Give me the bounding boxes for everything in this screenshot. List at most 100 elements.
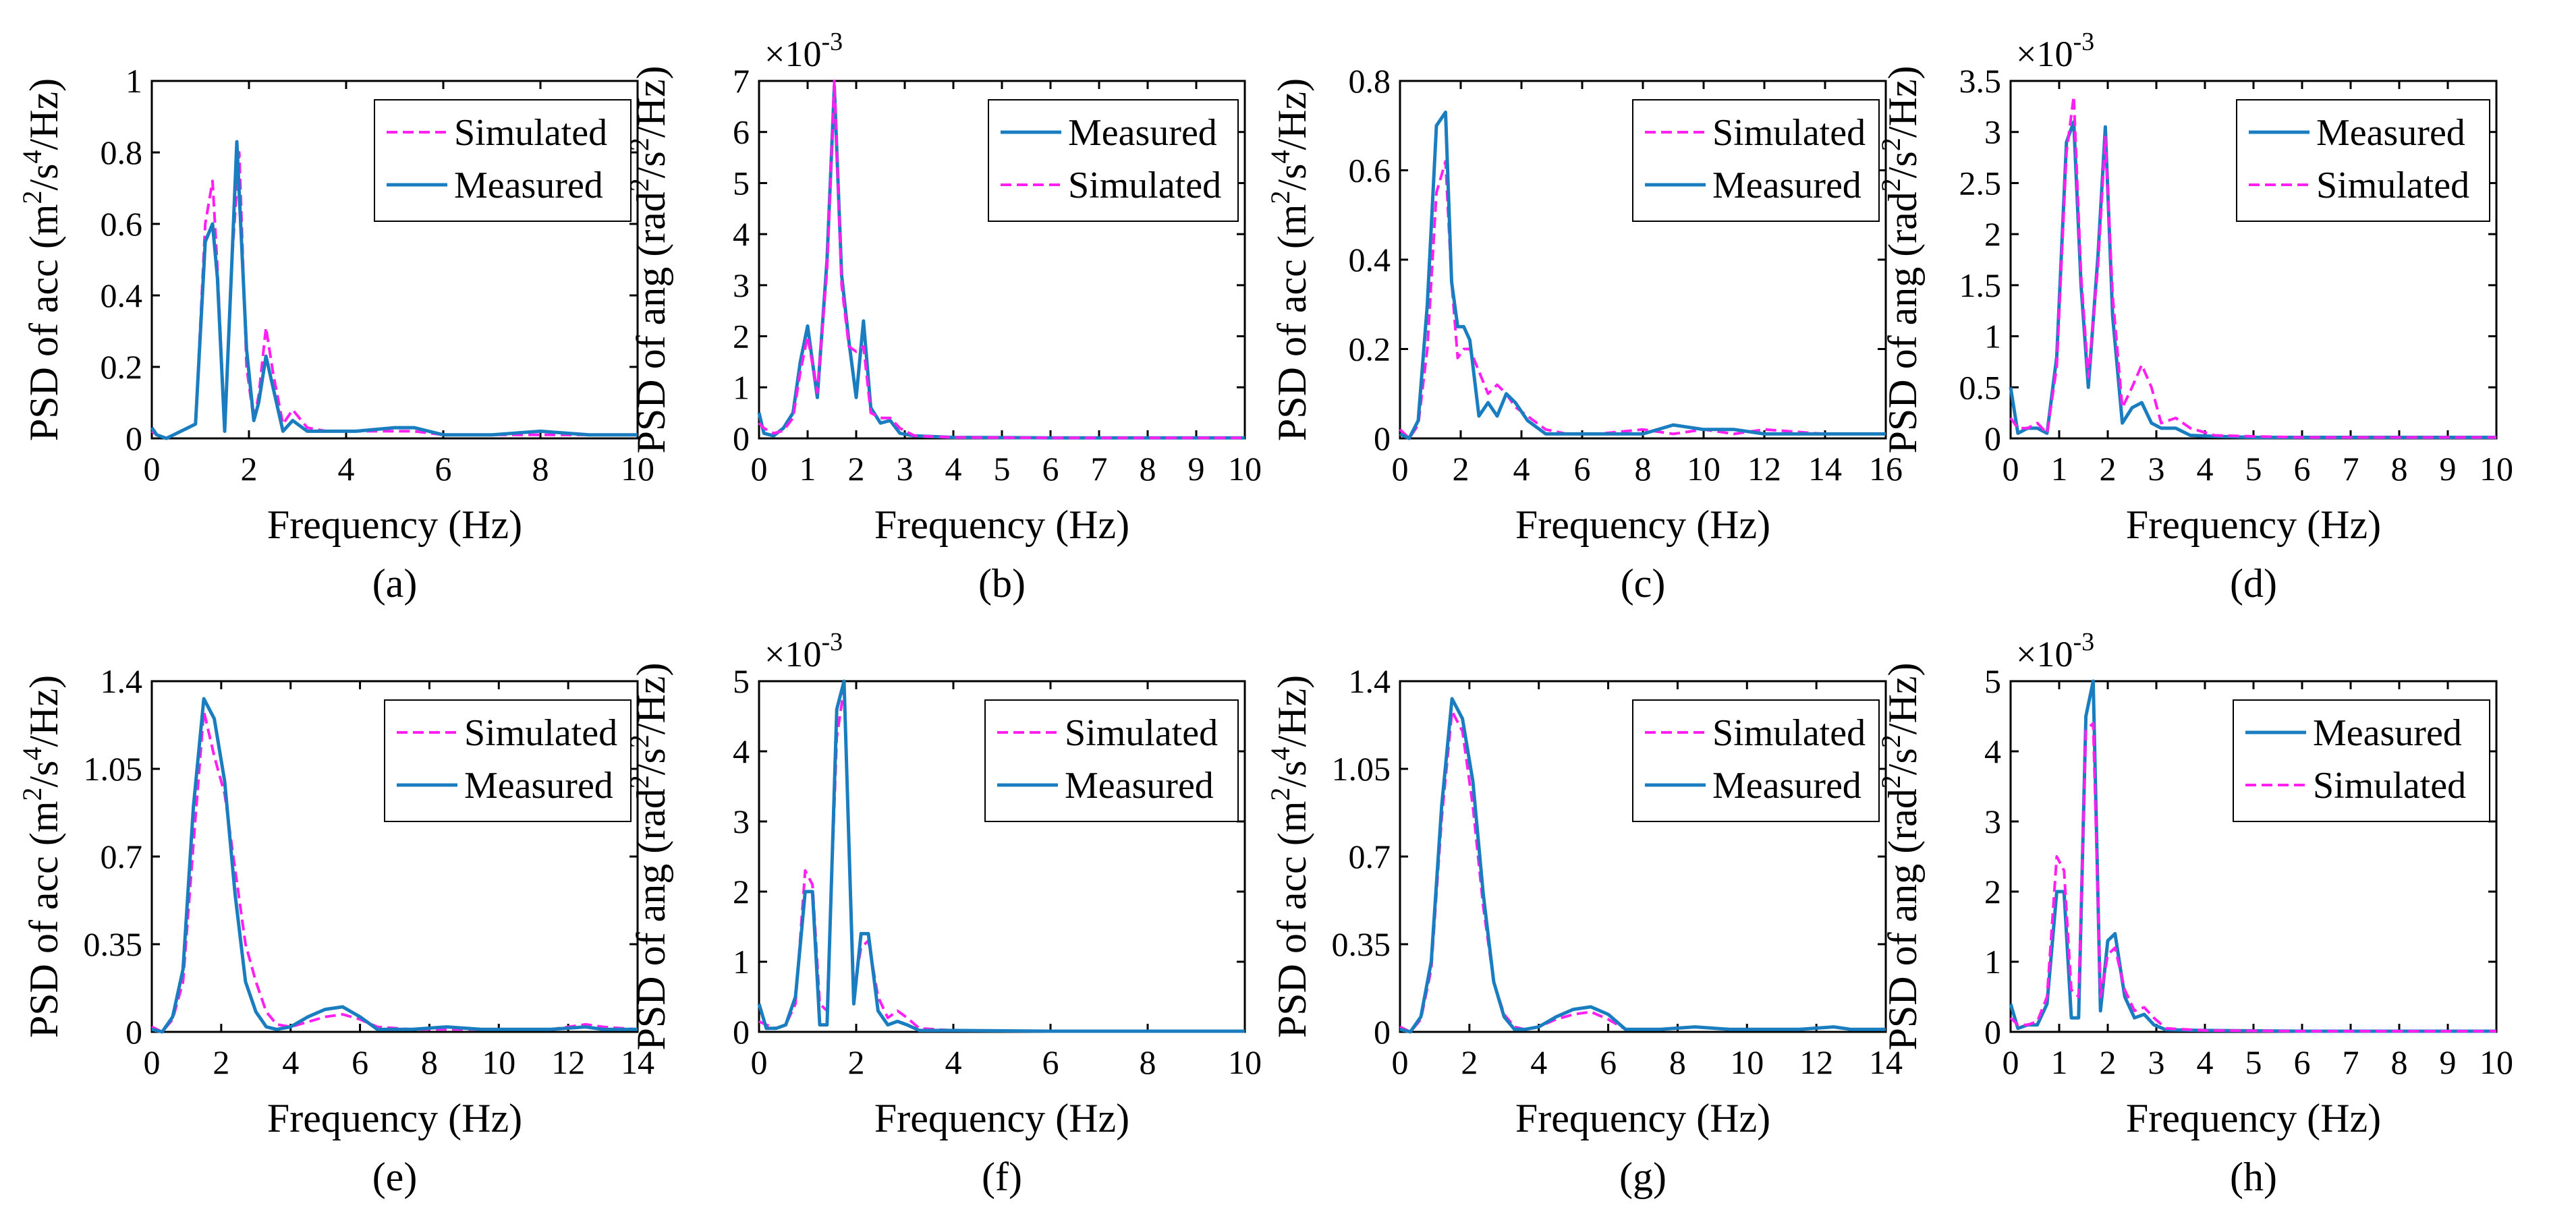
legend-label-simulated: Simulated — [454, 112, 607, 154]
panel-g: 0 2 4 6 8 10 12 14 0 0.35 0.7 1.05 1.4 Simulated Measu… — [1265, 662, 1903, 1199]
legend: Simulated Measured — [984, 699, 1239, 822]
x-tick-label: 8 — [1635, 450, 1652, 488]
x-tick-label: 2 — [848, 450, 865, 488]
x-tick-label: 1 — [2051, 450, 2068, 488]
x-tick-label: 8 — [421, 1043, 438, 1081]
y-tick-label: 0 — [733, 1013, 750, 1051]
y-tick-label: 0.35 — [84, 925, 143, 963]
x-tick-label: 10 — [1687, 450, 1720, 488]
x-tick-label: 0 — [751, 1043, 768, 1081]
series-measured-line — [757, 679, 1245, 1033]
panel-caption: (h) — [2230, 1155, 2277, 1199]
y-tick-label: 2.5 — [1959, 164, 2002, 202]
x-tick-label: 9 — [2440, 1043, 2457, 1081]
y-tick-label: 2 — [1984, 873, 2001, 910]
y-tick-label: 6 — [733, 113, 750, 151]
x-tick-label: 2 — [1461, 1043, 1478, 1081]
x-tick-label: 2 — [848, 1043, 865, 1081]
x-tick-label: 0 — [751, 450, 768, 488]
series-measured-line — [151, 697, 638, 1034]
legend-box — [374, 99, 632, 222]
legend-box — [988, 99, 1239, 222]
x-tick-label: 5 — [2245, 450, 2262, 488]
y-tick-label: 5 — [1984, 662, 2001, 700]
y-tick-label: 3 — [1984, 803, 2001, 840]
x-tick-label: 6 — [1600, 1043, 1617, 1081]
y-tick-label: 0.7 — [101, 838, 143, 875]
x-tick-label: 4 — [338, 450, 355, 488]
y-tick-label: 4 — [1984, 732, 2001, 770]
x-axis-label: Frequency (Hz) — [267, 502, 522, 547]
x-tick-label: 14 — [621, 1043, 654, 1081]
x-axis-label: Frequency (Hz) — [2126, 1096, 2381, 1140]
y-tick-label: 0.4 — [101, 277, 143, 314]
x-tick-label: 4 — [2197, 1043, 2214, 1081]
x-tick-label: 8 — [1140, 1043, 1156, 1081]
x-tick-label: 14 — [1808, 450, 1842, 488]
x-tick-label: 8 — [2391, 1043, 2408, 1081]
legend-box — [384, 699, 632, 822]
legend-label-simulated: Simulated — [1712, 712, 1866, 754]
y-tick-label: 0.6 — [101, 205, 143, 243]
x-tick-label: 3 — [2148, 1043, 2165, 1081]
series-simulated-line — [2009, 722, 2496, 1033]
y-multiplier: ×10-3 — [764, 28, 843, 74]
x-tick-label: 7 — [2343, 1043, 2359, 1081]
x-tick-label: 0 — [1392, 1043, 1409, 1081]
panel-caption: (a) — [372, 561, 418, 606]
panel-d: 0 1 2 3 4 5 6 7 8 9 1000.511.522.533.5×10-3Measure… — [1876, 28, 2513, 606]
x-axis-label: Frequency (Hz) — [874, 502, 1129, 547]
legend-box — [984, 699, 1239, 822]
x-tick-label: 6 — [352, 1043, 368, 1081]
y-tick-label: 0 — [1374, 1013, 1391, 1051]
x-tick-label: 7 — [1091, 450, 1108, 488]
y-tick-label: 1 — [125, 62, 142, 100]
legend-label-measured: Measured — [1712, 765, 1861, 807]
y-tick-label: 0 — [733, 419, 750, 457]
y-tick-label: 1.4 — [1349, 662, 1391, 700]
y-tick-label: 7 — [733, 62, 750, 100]
y-tick-label: 3 — [733, 803, 750, 840]
x-tick-label: 4 — [282, 1043, 299, 1081]
x-tick-label: 5 — [2245, 1043, 2262, 1081]
panel-b: 0 1 2 3 4 5 6 7 8 9 1001234567×10-3MeasuredSimulat… — [624, 28, 1262, 606]
x-tick-label: 8 — [532, 450, 549, 488]
panel-caption: (g) — [1619, 1155, 1667, 1199]
y-tick-label: 0.5 — [1959, 368, 2002, 406]
x-tick-label: 10 — [482, 1043, 515, 1081]
x-axis-label: Frequency (Hz) — [2126, 502, 2381, 547]
y-tick-label: 3 — [733, 266, 750, 304]
legend: Simulated Measured — [374, 99, 632, 222]
y-tick-label: 5 — [733, 662, 750, 700]
y-multiplier: ×10-3 — [2016, 28, 2094, 74]
y-tick-label: 0 — [1984, 1013, 2001, 1051]
legend-label-measured: Measured — [1065, 765, 1214, 807]
x-tick-label: 6 — [1574, 450, 1591, 488]
legend: Measured Simulated — [2236, 99, 2490, 222]
panel-c: 0 2 4 6 8 10 12 14 16 0 0.2 0.4 0.6 0.8 Simulated Measu… — [1265, 62, 1903, 606]
x-tick-label: 9 — [1188, 450, 1205, 488]
x-tick-label: 9 — [2440, 450, 2457, 488]
series-simulated-line — [758, 80, 1245, 440]
y-axis-label: PSD of acc (m2/s4/Hz) — [17, 675, 66, 1038]
series-simulated-line — [2009, 94, 2496, 439]
x-tick-label: 2 — [213, 1043, 229, 1081]
x-tick-label: 0 — [1392, 450, 1409, 488]
y-tick-label: 5 — [733, 164, 750, 202]
legend-label-simulated: Simulated — [2316, 165, 2469, 206]
legend-label-measured: Measured — [2316, 112, 2465, 154]
x-tick-label: 12 — [551, 1043, 585, 1081]
panel-e: 0 2 4 6 8 10 12 14 0 0.35 0.7 1.05 1.4 Simulated Measu… — [17, 662, 654, 1199]
y-multiplier: ×10-3 — [2016, 628, 2094, 674]
series-measured-line — [2009, 679, 2496, 1033]
x-tick-label: 8 — [1669, 1043, 1686, 1081]
x-tick-label: 10 — [621, 450, 654, 488]
panel-a: 0 2 4 6 8 10 0 0.2 0.4 0.6 0.8 1 Simulated Measured Fr… — [17, 62, 654, 606]
panel-f: 0 2 4 6 8 10 0 1 2 3 4 5 ×10-3 Simulated Measured Frequ… — [624, 628, 1262, 1199]
series-measured-line — [1399, 110, 1886, 440]
y-tick-label: 0 — [1984, 419, 2001, 457]
legend-label-measured: Measured — [454, 165, 603, 206]
panel-caption: (f) — [982, 1155, 1022, 1199]
x-tick-label: 6 — [1042, 1043, 1059, 1081]
y-tick-label: 2 — [733, 318, 750, 355]
